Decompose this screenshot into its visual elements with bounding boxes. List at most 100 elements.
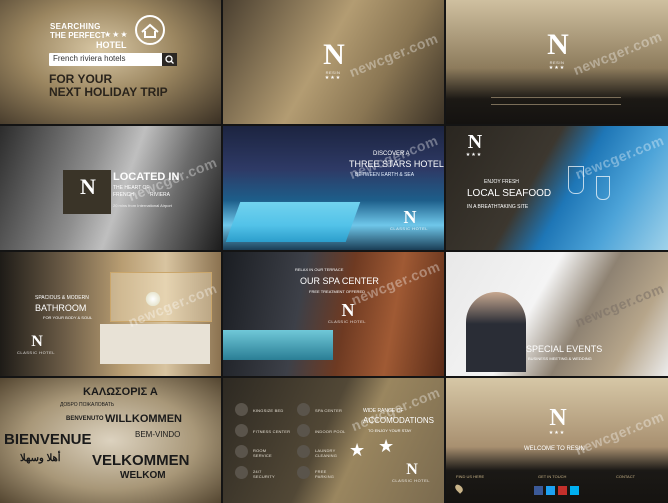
footer-col3: CONTACT	[616, 474, 636, 479]
glass-icon	[596, 176, 610, 200]
logo-letter: N	[31, 333, 43, 350]
watermark: newcger.com	[572, 280, 666, 331]
logo-letter: N	[341, 300, 355, 320]
discover-pre: DISCOVER A	[373, 151, 410, 157]
welcome-word: BENVENUTO	[66, 416, 104, 422]
discover-title: THREE STARS HOTEL	[349, 159, 444, 169]
parking-icon	[297, 466, 310, 479]
logo-letter: N	[80, 174, 96, 199]
hotel-logo: N	[59, 176, 115, 198]
tile-location: N LOCATED IN THE HEART OF FRENCH RIVIERA…	[0, 126, 221, 250]
events-title: SPECIAL EVENTS	[526, 344, 603, 354]
events-sub: BUSINESS MEETING & WEDDING	[528, 356, 592, 361]
location-sub2: FRENCH	[113, 192, 134, 198]
menu-line	[491, 97, 621, 98]
discover-sub: BETWEEN EARTH & SEA	[355, 172, 415, 178]
star-icon: ★	[378, 436, 395, 456]
logo-stars: ★★★	[324, 75, 342, 81]
amenity-label: KINGSIZE BED	[253, 408, 284, 413]
hotel-logo: N RESIN ★★★	[305, 40, 361, 82]
amenity-label: SPA CENTER	[315, 408, 343, 413]
tile-bathroom: SPACIOUS & MODERN BATHROOM FOR YOUR BODY…	[0, 252, 221, 376]
tile-logo-menu: N RESIN ★★★ newcger.com	[446, 0, 668, 124]
tile-amenities: KINGSIZE BED SPA CENTER FITNESS CENTER I…	[223, 378, 444, 503]
welcome-word: ДОБРО ПОЖАЛОВАТЬ	[60, 402, 115, 408]
search-icon[interactable]	[162, 53, 177, 66]
accom-sub: TO ENJOY YOUR STAY	[368, 428, 412, 433]
location-box	[63, 170, 111, 214]
spa-sub: FREE TREATMENT OFFERED	[309, 289, 366, 294]
welcome-word: ΚΑΛΩΣΟΡΙΣ Α	[83, 386, 158, 398]
tile-discover: DISCOVER A THREE STARS HOTEL BETWEEN EAR…	[223, 126, 444, 250]
glass-icon	[568, 166, 584, 194]
spa-pool	[223, 330, 333, 360]
star-icon: ★	[349, 440, 366, 460]
seafood-title: LOCAL SEAFOOD	[467, 188, 552, 199]
search-input[interactable]: French riviera hotels	[53, 54, 126, 63]
logo-letter: N	[549, 405, 566, 431]
watermark: newcger.com	[572, 408, 666, 459]
logo-line1: CLASSIC HOTEL	[16, 350, 56, 355]
logo-line1: CLASSIC HOTEL	[391, 478, 431, 483]
hotel-logo: N CLASSIC HOTEL	[383, 461, 439, 484]
hotel-logo: N CLASSIC HOTEL	[381, 208, 437, 231]
bathroom-sub: FOR YOUR BODY & SOUL	[43, 315, 93, 320]
spa-title: OUR SPA CENTER	[300, 276, 379, 286]
logo-letter: N	[467, 131, 482, 153]
bathroom-title: BATHROOM	[35, 303, 87, 313]
amenity-label: FITNESS CENTER	[253, 429, 291, 434]
welcome-word: BEM-VINDO	[135, 430, 181, 439]
cta-line1: FOR YOUR	[49, 72, 113, 86]
room-service-icon	[235, 445, 248, 458]
security-icon	[235, 466, 248, 479]
bed-icon	[235, 403, 248, 416]
pool	[225, 202, 361, 242]
spa-pre: RELAX IN OUR TERRACE	[295, 267, 344, 272]
logo-stars: ★★★	[465, 152, 483, 158]
location-sub3: RIVIERA	[150, 192, 171, 198]
person-silhouette	[466, 292, 526, 372]
welcome-word: WELKOM	[120, 470, 166, 481]
accom-pre: WIDE RANGE OF	[363, 408, 404, 414]
tile-events: SPECIAL EVENTS BUSINESS MEETING & WEDDIN…	[446, 252, 668, 376]
welcome-word: VELKOMMEN	[92, 452, 190, 469]
location-note: 20 mins from International Airport	[113, 203, 172, 208]
laundry-icon	[297, 445, 310, 458]
facebook-icon[interactable]	[534, 486, 543, 495]
amenity-label: INDOOR POOL	[315, 429, 346, 434]
logo-line1: CLASSIC HOTEL	[327, 319, 367, 324]
watermark: newcger.com	[572, 132, 666, 183]
logo-name: RESIN	[325, 70, 341, 75]
skype-icon[interactable]	[570, 486, 579, 495]
logo-line1: CLASSIC HOTEL	[389, 226, 429, 231]
hotel-badge-icon	[135, 15, 165, 45]
tile-logo-reveal: N RESIN ★★★ newcger.com	[223, 0, 444, 124]
logo-stars: ★★★	[548, 65, 566, 71]
menu-line	[491, 104, 621, 105]
location-title: LOCATED IN	[113, 171, 180, 183]
welcome-word: WILLKOMMEN	[105, 413, 182, 425]
location-sub1: THE HEART OF	[113, 185, 150, 191]
hotel-logo: N ★★★	[446, 132, 502, 158]
welcome-title: WELCOME TO RESIN	[524, 446, 585, 452]
footer-col2: GET IN TOUCH	[538, 474, 567, 479]
accom-title: ACCOMODATIONS	[363, 416, 434, 425]
seafood-sub: IN A BREATHTAKING SITE	[467, 204, 529, 210]
amenity-label: ROOM SERVICE	[253, 448, 272, 458]
youtube-icon[interactable]	[558, 486, 567, 495]
search-bar[interactable]: French riviera hotels	[49, 53, 177, 66]
tile-spa: RELAX IN OUR TERRACE OUR SPA CENTER FREE…	[223, 252, 444, 376]
logo-letter: N	[406, 461, 418, 478]
intro-stars: ★★★	[104, 30, 129, 39]
amenity-label: FREE PARKING	[315, 469, 335, 479]
bathroom-pre: SPACIOUS & MODERN	[35, 295, 89, 301]
twitter-icon[interactable]	[546, 486, 555, 495]
tile-welcome-words: ΚΑΛΩΣΟΡΙΣ Α ДОБРО ПОЖАЛОВАТЬ BENVENUTO W…	[0, 378, 221, 503]
logo-stars: ★★★	[548, 430, 566, 436]
amenity-label: 24/7 SECURITY	[253, 469, 275, 479]
intro-line3: HOTEL	[96, 40, 127, 50]
flower-icon	[144, 292, 162, 306]
location-pin-icon	[453, 483, 465, 494]
tile-search-intro: SEARCHING THE PERFECT ★★★ HOTEL French r…	[0, 0, 221, 124]
